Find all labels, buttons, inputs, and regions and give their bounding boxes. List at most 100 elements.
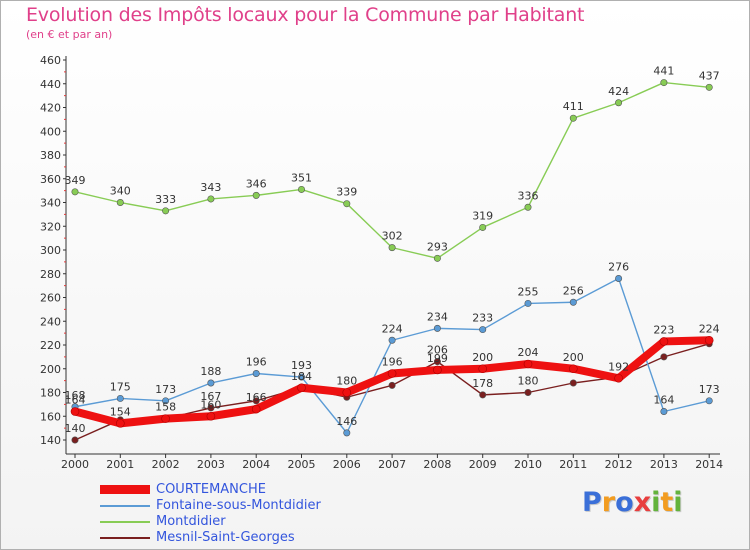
data-label: 349	[65, 174, 86, 187]
data-label: 224	[699, 322, 720, 335]
x-tick-label: 2006	[333, 458, 361, 471]
legend-label: Fontaine-sous-Montdidier	[156, 498, 321, 513]
data-label: 168	[65, 389, 86, 402]
data-point	[162, 207, 170, 215]
data-point	[207, 379, 215, 387]
legend-swatch-courtemanche	[100, 485, 150, 494]
data-label: 146	[336, 415, 357, 428]
data-point	[207, 404, 215, 412]
data-point	[388, 336, 396, 344]
logo-letter: i	[651, 487, 661, 518]
data-point	[206, 411, 216, 421]
data-point	[569, 114, 577, 122]
y-tick-label: 460	[40, 54, 61, 67]
data-point	[251, 404, 261, 414]
x-tick-label: 2004	[242, 458, 270, 471]
data-point	[387, 369, 397, 378]
data-label: 199	[427, 352, 448, 365]
data-point	[343, 200, 351, 208]
x-tick-label: 2007	[378, 458, 406, 471]
y-tick-label: 420	[40, 102, 61, 115]
data-label: 180	[336, 375, 357, 388]
data-point	[252, 369, 260, 377]
data-label: 154	[110, 405, 131, 418]
logo-letter: t	[660, 487, 674, 518]
data-point	[659, 337, 669, 346]
data-label: 158	[155, 401, 176, 414]
data-point	[71, 188, 79, 196]
data-point	[116, 394, 124, 402]
logo-letter: r	[601, 487, 616, 518]
x-tick-label: 2012	[605, 458, 633, 471]
data-point	[161, 414, 170, 423]
data-point	[614, 373, 623, 383]
data-label: 424	[608, 85, 629, 98]
data-label: 166	[246, 391, 267, 404]
y-tick-label: 200	[40, 363, 61, 376]
x-tick-label: 2005	[288, 458, 316, 471]
y-tick-label: 400	[40, 125, 61, 138]
data-label: 437	[699, 69, 720, 82]
data-point	[524, 299, 532, 307]
data-label: 319	[472, 209, 493, 222]
data-point	[568, 364, 578, 374]
logo-letter: P	[582, 487, 602, 518]
y-tick-label: 220	[40, 339, 61, 352]
y-tick-label: 180	[40, 387, 61, 400]
x-tick-label: 2014	[695, 458, 723, 471]
data-label: 200	[563, 351, 584, 364]
data-label: 188	[200, 365, 221, 378]
data-label: 173	[699, 383, 720, 396]
data-label: 206	[427, 344, 448, 357]
data-point	[704, 335, 714, 345]
legend-label: COURTEMANCHE	[156, 482, 266, 497]
data-label: 256	[563, 284, 584, 297]
y-tick-label: 360	[40, 173, 61, 186]
x-tick-label: 2009	[469, 458, 497, 471]
data-point	[478, 364, 488, 374]
data-point	[569, 379, 577, 387]
x-tick-label: 2008	[423, 458, 451, 471]
data-point	[388, 244, 396, 252]
data-label: 336	[518, 189, 539, 202]
x-tick-label: 2010	[514, 458, 542, 471]
data-point	[524, 203, 532, 211]
data-label: 339	[336, 186, 357, 199]
data-label: 204	[518, 346, 539, 359]
data-point	[433, 324, 441, 332]
x-tick-label: 2002	[152, 458, 180, 471]
data-label: 164	[653, 394, 674, 407]
data-label: 192	[608, 360, 629, 373]
data-label: 234	[427, 310, 448, 323]
x-tick-label: 2000	[61, 458, 89, 471]
data-label: 200	[472, 351, 493, 364]
x-tick-label: 2001	[106, 458, 134, 471]
data-label: 276	[608, 261, 629, 274]
y-tick-label: 440	[40, 78, 61, 91]
data-point	[615, 99, 623, 107]
data-point	[297, 383, 306, 393]
data-point	[433, 358, 441, 366]
y-tick-label: 240	[40, 315, 61, 328]
data-label: 333	[155, 193, 176, 206]
x-tick-label: 2003	[197, 458, 225, 471]
data-label: 180	[518, 375, 539, 388]
data-label: 411	[563, 100, 584, 113]
data-label: 178	[472, 377, 493, 390]
data-label: 140	[65, 422, 86, 435]
y-tick-label: 300	[40, 244, 61, 257]
data-label: 193	[291, 359, 312, 372]
data-point	[116, 199, 124, 207]
data-point	[342, 388, 352, 397]
data-point	[660, 407, 668, 415]
data-label: 441	[653, 65, 674, 78]
logo-letter: o	[615, 487, 634, 518]
data-label: 224	[382, 322, 403, 335]
chart-subtitle: (en € et par an)	[26, 28, 113, 41]
data-point	[252, 191, 260, 199]
data-label: 196	[382, 356, 403, 369]
y-tick-label: 160	[40, 410, 61, 423]
data-label: 340	[110, 185, 131, 198]
